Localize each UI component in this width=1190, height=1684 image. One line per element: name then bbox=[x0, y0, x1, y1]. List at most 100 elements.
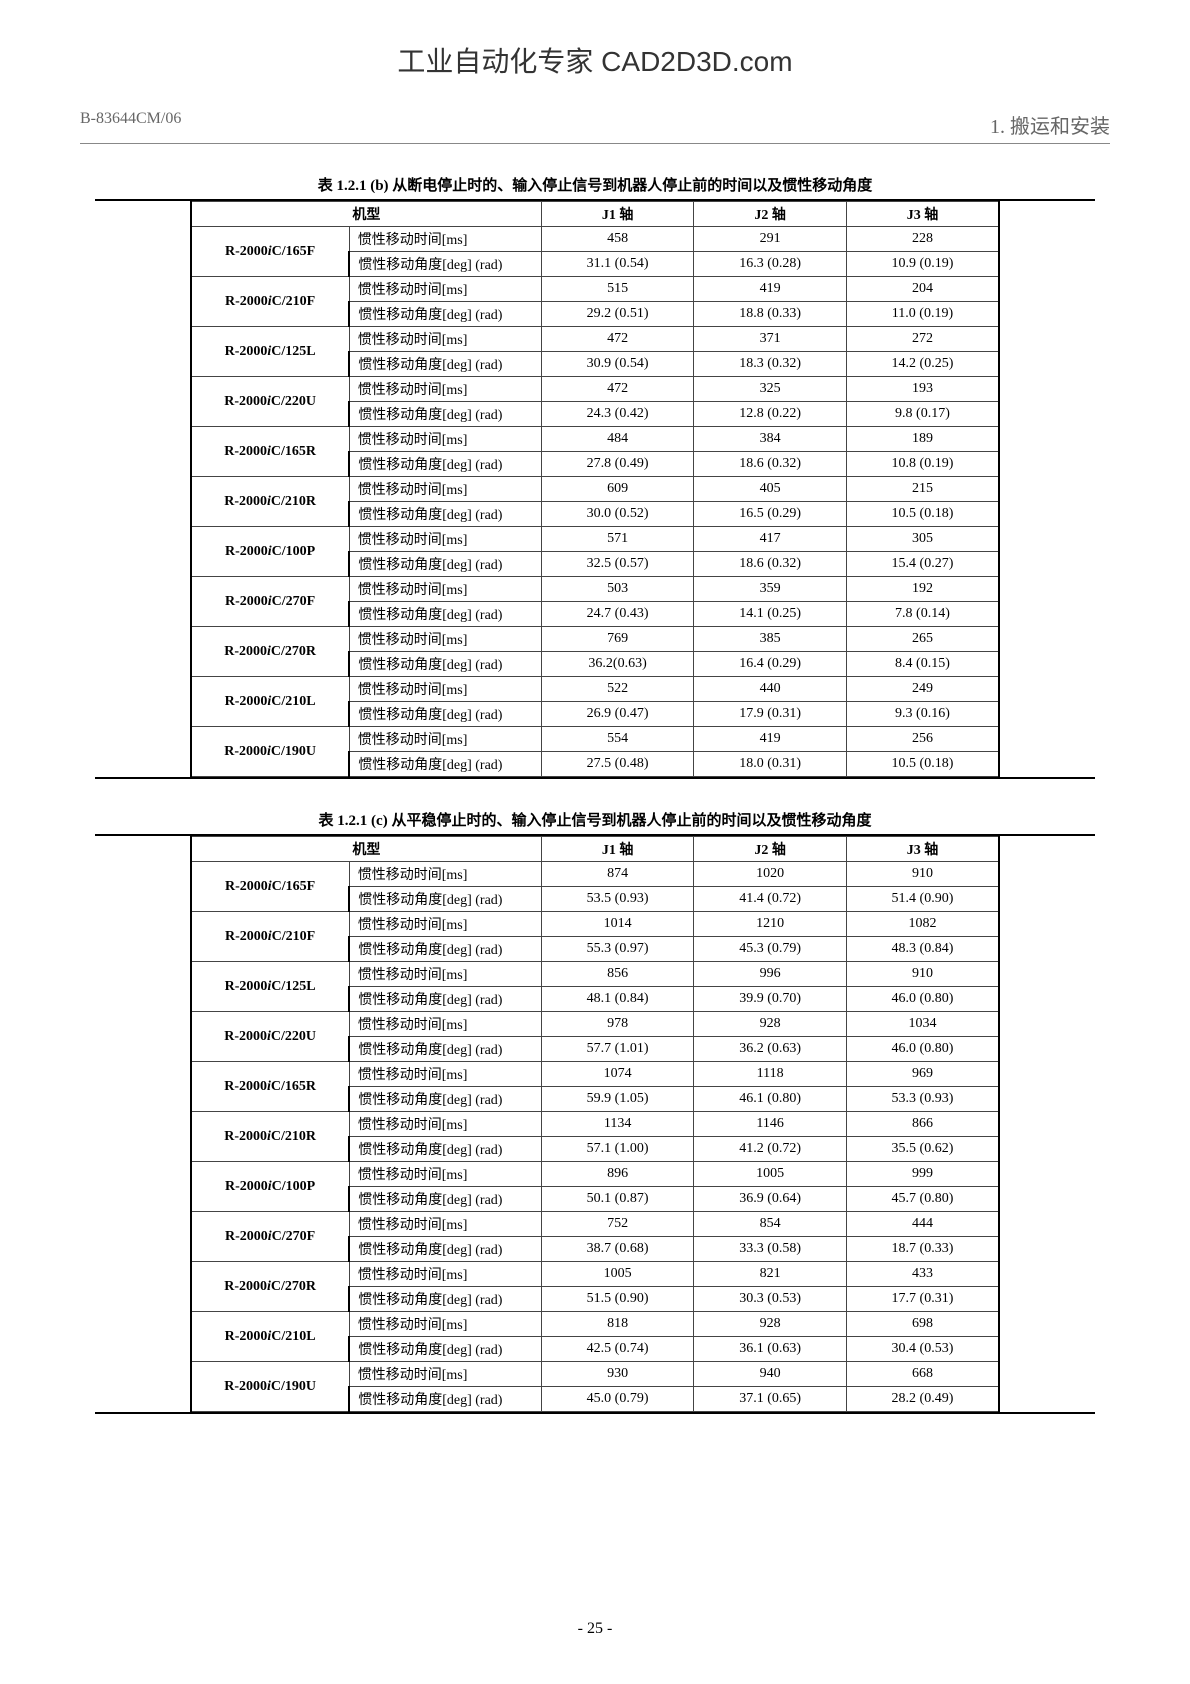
page-watermark: 工业自动化专家 CAD2D3D.com bbox=[0, 0, 1190, 80]
table-c: 机型 J1 轴 J2 轴 J3 轴 R-2000iC/165F惯性移动时间[ms… bbox=[190, 836, 1000, 1412]
value-cell: 1014 bbox=[541, 912, 694, 937]
value-cell: 554 bbox=[541, 727, 694, 752]
value-cell: 36.9 (0.64) bbox=[694, 1187, 847, 1212]
value-cell: 928 bbox=[694, 1012, 847, 1037]
value-cell: 472 bbox=[541, 327, 694, 352]
param-time-cell: 惯性移动时间[ms] bbox=[349, 677, 541, 702]
table-row: R-2000iC/165R惯性移动时间[ms]10741118969 bbox=[191, 1062, 999, 1087]
table-row: R-2000iC/270R惯性移动时间[ms]1005821433 bbox=[191, 1262, 999, 1287]
value-cell: 874 bbox=[541, 862, 694, 887]
value-cell: 193 bbox=[846, 377, 999, 402]
model-cell: R-2000iC/270R bbox=[191, 627, 349, 677]
value-cell: 53.5 (0.93) bbox=[541, 887, 694, 912]
section-title: 1. 搬运和安装 bbox=[990, 110, 1110, 139]
value-cell: 265 bbox=[846, 627, 999, 652]
value-cell: 46.1 (0.80) bbox=[694, 1087, 847, 1112]
value-cell: 45.0 (0.79) bbox=[541, 1387, 694, 1412]
param-angle-cell: 惯性移动角度[deg] (rad) bbox=[349, 937, 541, 962]
model-cell: R-2000iC/210F bbox=[191, 277, 349, 327]
value-cell: 51.5 (0.90) bbox=[541, 1287, 694, 1312]
model-cell: R-2000iC/165R bbox=[191, 427, 349, 477]
value-cell: 38.7 (0.68) bbox=[541, 1237, 694, 1262]
value-cell: 256 bbox=[846, 727, 999, 752]
value-cell: 405 bbox=[694, 477, 847, 502]
value-cell: 1034 bbox=[846, 1012, 999, 1037]
value-cell: 46.0 (0.80) bbox=[846, 1037, 999, 1062]
table-header-row: 机型 J1 轴 J2 轴 J3 轴 bbox=[191, 202, 999, 227]
value-cell: 484 bbox=[541, 427, 694, 452]
model-cell: R-2000iC/165F bbox=[191, 227, 349, 277]
param-time-cell: 惯性移动时间[ms] bbox=[349, 1212, 541, 1237]
model-cell: R-2000iC/100P bbox=[191, 527, 349, 577]
model-cell: R-2000iC/125L bbox=[191, 962, 349, 1012]
table-row: R-2000iC/210L惯性移动时间[ms]522440249 bbox=[191, 677, 999, 702]
table-row: R-2000iC/125L惯性移动时间[ms]856996910 bbox=[191, 962, 999, 987]
value-cell: 33.3 (0.58) bbox=[694, 1237, 847, 1262]
table-b: 机型 J1 轴 J2 轴 J3 轴 R-2000iC/165F惯性移动时间[ms… bbox=[190, 201, 1000, 777]
value-cell: 668 bbox=[846, 1362, 999, 1387]
param-time-cell: 惯性移动时间[ms] bbox=[349, 527, 541, 552]
page-number: - 25 - bbox=[0, 1620, 1190, 1638]
value-cell: 45.3 (0.79) bbox=[694, 937, 847, 962]
value-cell: 50.1 (0.87) bbox=[541, 1187, 694, 1212]
table-row: R-2000iC/210F惯性移动时间[ms]101412101082 bbox=[191, 912, 999, 937]
model-cell: R-2000iC/220U bbox=[191, 377, 349, 427]
table-row: R-2000iC/210R惯性移动时间[ms]11341146866 bbox=[191, 1112, 999, 1137]
value-cell: 28.2 (0.49) bbox=[846, 1387, 999, 1412]
value-cell: 10.5 (0.18) bbox=[846, 502, 999, 527]
value-cell: 1074 bbox=[541, 1062, 694, 1087]
param-time-cell: 惯性移动时间[ms] bbox=[349, 862, 541, 887]
value-cell: 444 bbox=[846, 1212, 999, 1237]
value-cell: 192 bbox=[846, 577, 999, 602]
param-time-cell: 惯性移动时间[ms] bbox=[349, 227, 541, 252]
param-angle-cell: 惯性移动角度[deg] (rad) bbox=[349, 252, 541, 277]
value-cell: 39.9 (0.70) bbox=[694, 987, 847, 1012]
value-cell: 30.3 (0.53) bbox=[694, 1287, 847, 1312]
value-cell: 18.6 (0.32) bbox=[694, 552, 847, 577]
value-cell: 1146 bbox=[694, 1112, 847, 1137]
value-cell: 866 bbox=[846, 1112, 999, 1137]
value-cell: 359 bbox=[694, 577, 847, 602]
param-angle-cell: 惯性移动角度[deg] (rad) bbox=[349, 1087, 541, 1112]
page-meta-bar: B-83644CM/06 1. 搬运和安装 bbox=[80, 80, 1110, 144]
param-time-cell: 惯性移动时间[ms] bbox=[349, 627, 541, 652]
value-cell: 1005 bbox=[694, 1162, 847, 1187]
table-row: R-2000iC/220U惯性移动时间[ms]472325193 bbox=[191, 377, 999, 402]
model-cell: R-2000iC/165F bbox=[191, 862, 349, 912]
value-cell: 272 bbox=[846, 327, 999, 352]
value-cell: 57.1 (1.00) bbox=[541, 1137, 694, 1162]
param-time-cell: 惯性移动时间[ms] bbox=[349, 1362, 541, 1387]
value-cell: 371 bbox=[694, 327, 847, 352]
param-angle-cell: 惯性移动角度[deg] (rad) bbox=[349, 1037, 541, 1062]
value-cell: 59.9 (1.05) bbox=[541, 1087, 694, 1112]
table-row: R-2000iC/165F惯性移动时间[ms]8741020910 bbox=[191, 862, 999, 887]
value-cell: 433 bbox=[846, 1262, 999, 1287]
value-cell: 698 bbox=[846, 1312, 999, 1337]
value-cell: 18.0 (0.31) bbox=[694, 752, 847, 777]
value-cell: 291 bbox=[694, 227, 847, 252]
value-cell: 14.2 (0.25) bbox=[846, 352, 999, 377]
model-cell: R-2000iC/190U bbox=[191, 727, 349, 777]
table-row: R-2000iC/125L惯性移动时间[ms]472371272 bbox=[191, 327, 999, 352]
value-cell: 55.3 (0.97) bbox=[541, 937, 694, 962]
value-cell: 18.7 (0.33) bbox=[846, 1237, 999, 1262]
value-cell: 228 bbox=[846, 227, 999, 252]
model-cell: R-2000iC/125L bbox=[191, 327, 349, 377]
value-cell: 1118 bbox=[694, 1062, 847, 1087]
value-cell: 31.1 (0.54) bbox=[541, 252, 694, 277]
value-cell: 15.4 (0.27) bbox=[846, 552, 999, 577]
value-cell: 940 bbox=[694, 1362, 847, 1387]
model-cell: R-2000iC/210L bbox=[191, 677, 349, 727]
value-cell: 417 bbox=[694, 527, 847, 552]
param-time-cell: 惯性移动时间[ms] bbox=[349, 727, 541, 752]
value-cell: 16.3 (0.28) bbox=[694, 252, 847, 277]
model-cell: R-2000iC/270F bbox=[191, 1212, 349, 1262]
value-cell: 305 bbox=[846, 527, 999, 552]
table-row: R-2000iC/165F惯性移动时间[ms]458291228 bbox=[191, 227, 999, 252]
param-angle-cell: 惯性移动角度[deg] (rad) bbox=[349, 702, 541, 727]
value-cell: 999 bbox=[846, 1162, 999, 1187]
model-cell: R-2000iC/100P bbox=[191, 1162, 349, 1212]
value-cell: 17.7 (0.31) bbox=[846, 1287, 999, 1312]
header-j2: J2 轴 bbox=[694, 202, 847, 227]
value-cell: 571 bbox=[541, 527, 694, 552]
